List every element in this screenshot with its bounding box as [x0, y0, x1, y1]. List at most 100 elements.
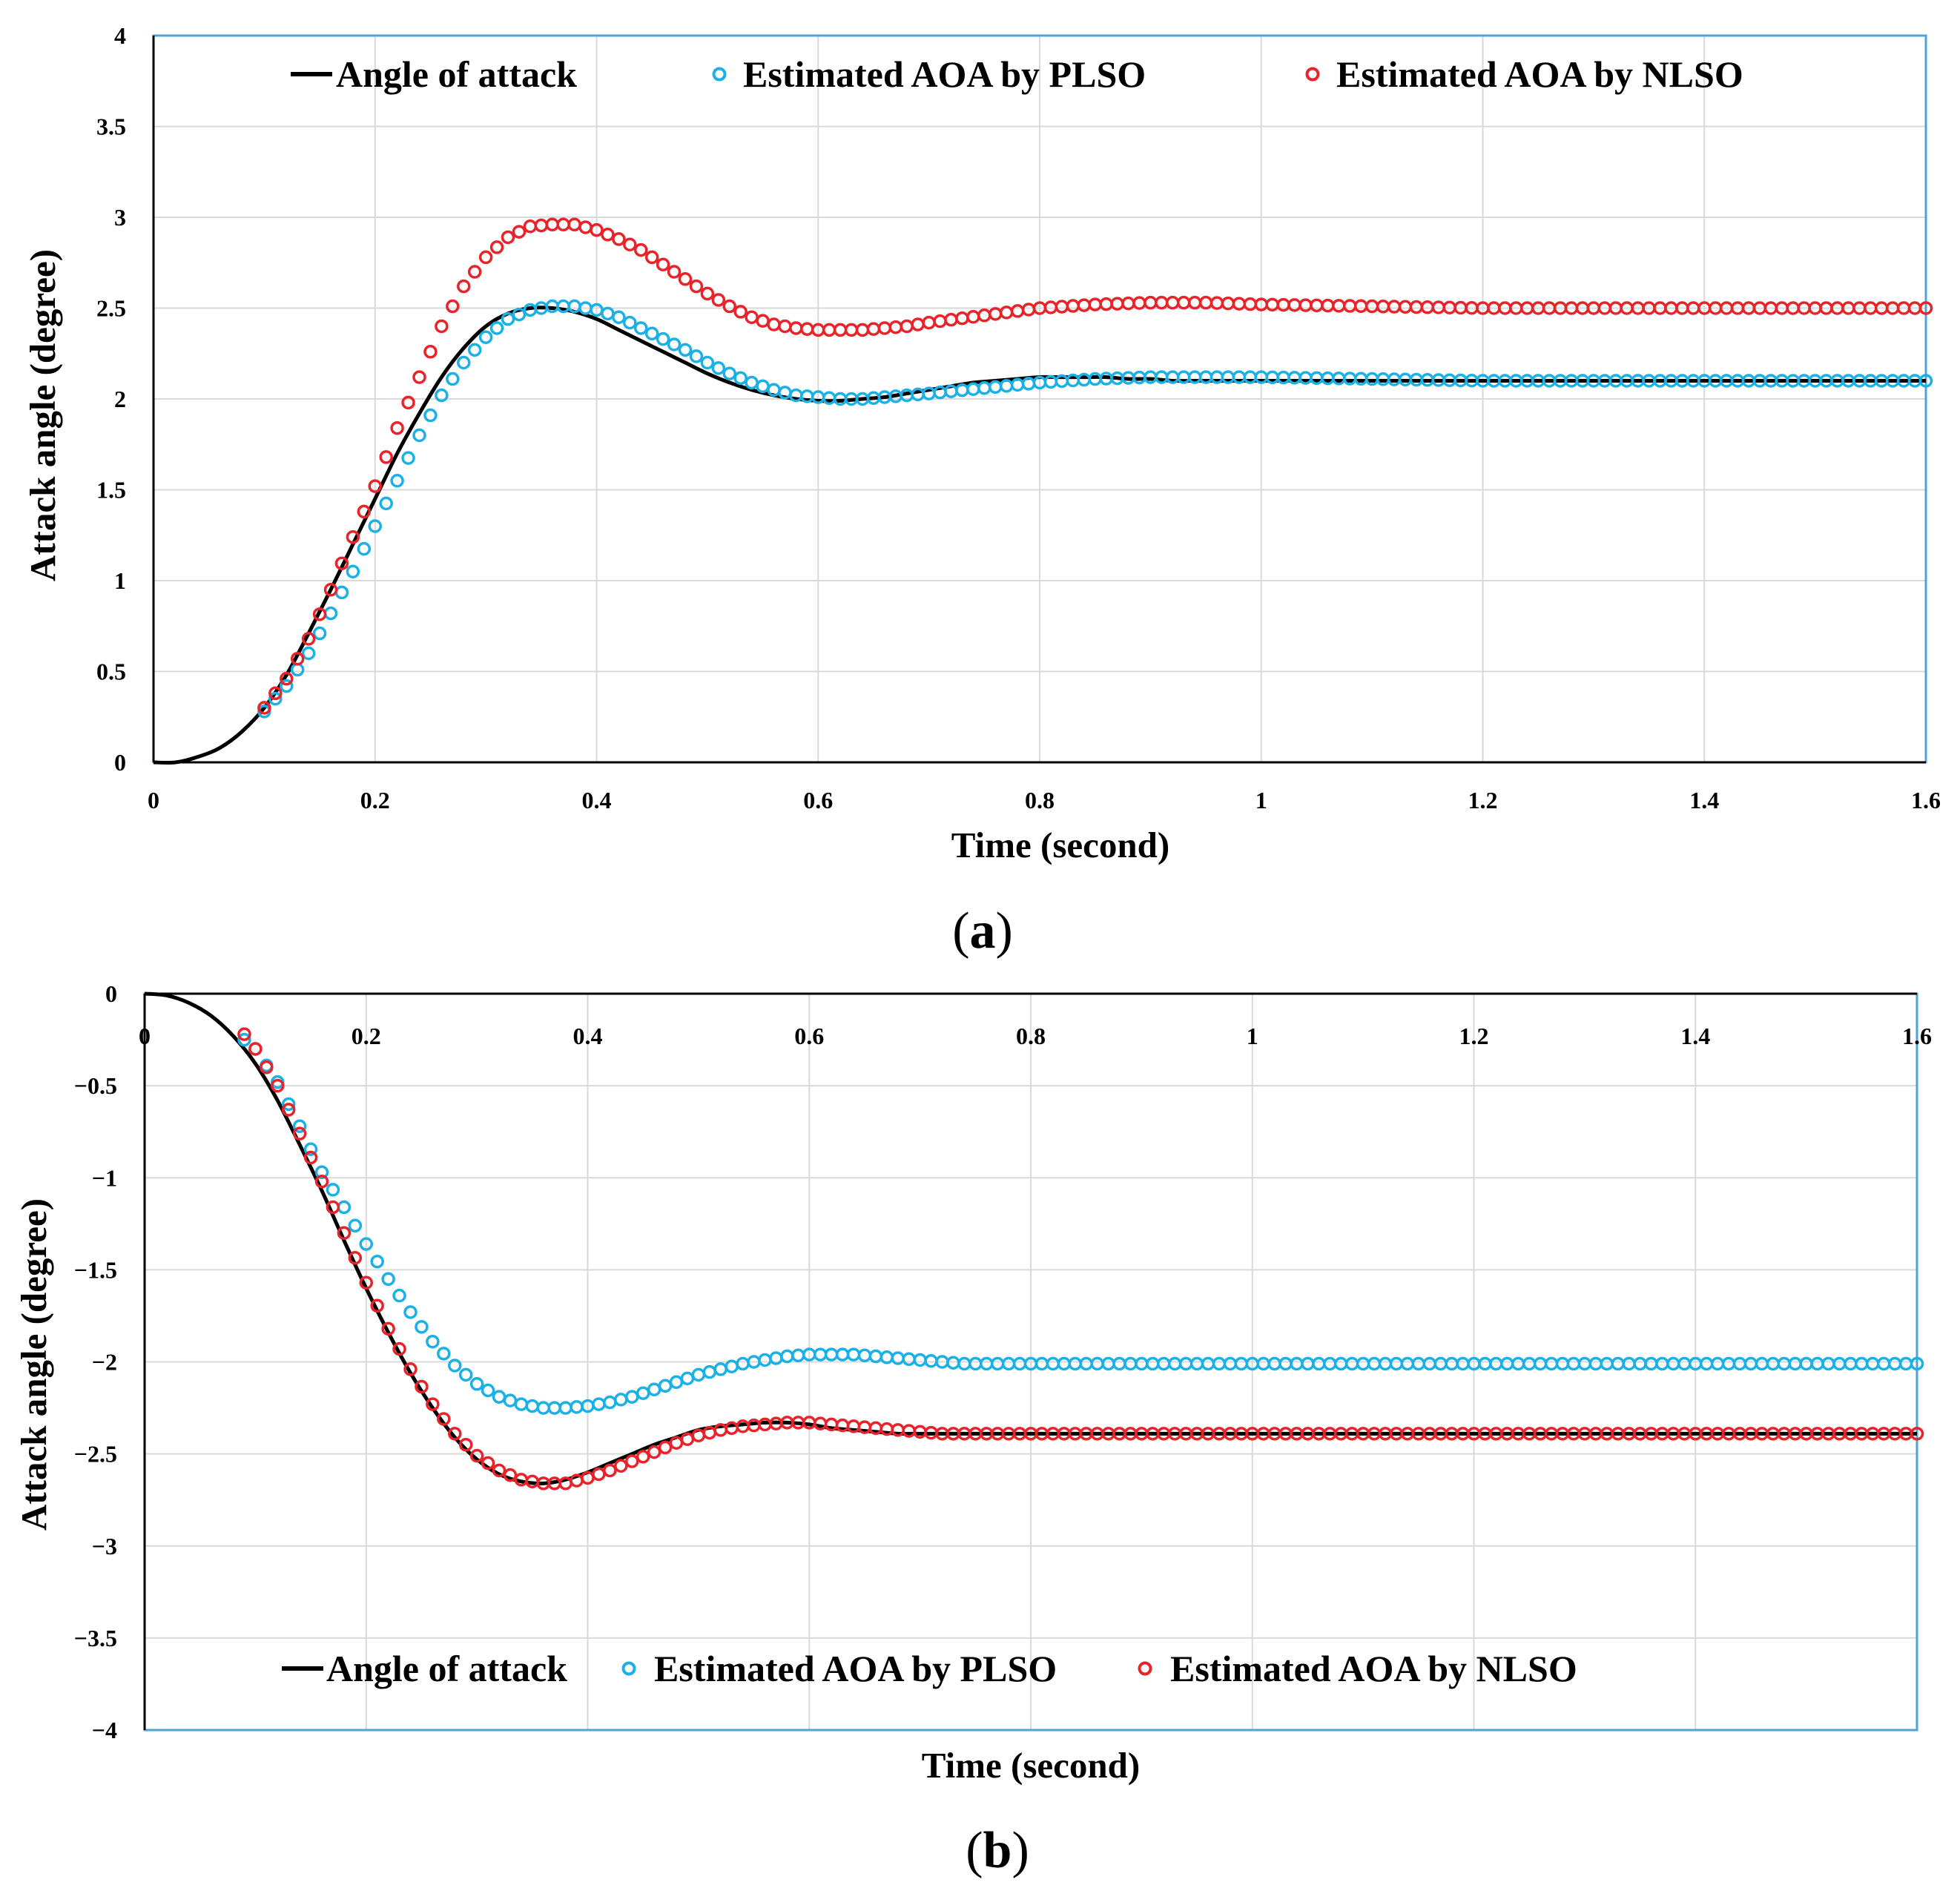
data-point	[237, 1032, 251, 1047]
data-point	[248, 1042, 263, 1056]
data-point	[1732, 1356, 1747, 1371]
data-point	[722, 366, 736, 380]
data-point	[969, 1356, 983, 1371]
data-point	[570, 1400, 584, 1414]
data-point	[379, 496, 393, 511]
data-point	[689, 349, 704, 363]
data-point	[603, 1463, 617, 1478]
y-tick-label: −4	[92, 1717, 117, 1743]
data-point	[457, 279, 471, 294]
data-point	[469, 1377, 484, 1391]
data-point	[558, 1401, 573, 1415]
data-point	[1376, 300, 1390, 314]
data-point	[700, 286, 715, 301]
data-point	[1010, 304, 1025, 318]
chart-a: 0 0.2 0.4 0.6 0.8 1 1.2 1.4 1.6 0 0.5 1 1.5 2 2.5 3 3.5…	[22, 22, 1941, 960]
data-point	[636, 1386, 650, 1400]
data-point	[625, 1454, 639, 1468]
data-point	[467, 343, 482, 357]
y-tick-label: −0.5	[74, 1072, 117, 1099]
data-point	[999, 379, 1014, 393]
data-point	[711, 293, 726, 307]
data-point	[601, 228, 615, 242]
data-point	[1644, 1356, 1658, 1371]
data-point	[370, 1254, 384, 1269]
data-point	[888, 320, 903, 334]
data-point	[824, 1347, 839, 1361]
data-point	[280, 672, 294, 686]
data-point	[857, 1348, 872, 1363]
data-point	[1600, 1356, 1614, 1371]
data-point	[791, 1348, 805, 1363]
data-point	[426, 1334, 440, 1349]
data-point	[1566, 1356, 1581, 1371]
data-point	[1090, 1356, 1104, 1371]
x-tick-label: 1.4	[1689, 787, 1719, 813]
data-point	[1323, 1356, 1337, 1371]
data-point	[658, 1379, 673, 1393]
data-point	[656, 331, 670, 346]
data-point	[1356, 1356, 1370, 1371]
data-point	[1777, 1356, 1791, 1371]
data-point	[1123, 1356, 1138, 1371]
data-point	[601, 306, 615, 321]
data-point	[357, 504, 372, 519]
data-point	[1766, 1356, 1781, 1371]
data-point	[955, 311, 969, 326]
data-point	[966, 382, 980, 397]
chart-a-series	[153, 217, 1933, 765]
data-point	[955, 383, 969, 397]
data-point	[381, 1321, 395, 1336]
data-point	[437, 1412, 451, 1426]
data-point	[426, 1397, 440, 1411]
data-point	[467, 265, 482, 279]
data-point	[922, 315, 936, 330]
data-point	[1655, 1356, 1669, 1371]
data-point	[1387, 300, 1402, 314]
data-point	[1088, 372, 1102, 386]
data-point	[1555, 1356, 1570, 1371]
data-point	[767, 317, 781, 331]
data-point	[933, 314, 947, 329]
data-point	[913, 1353, 927, 1367]
data-point	[268, 686, 283, 701]
data-point	[1155, 295, 1169, 310]
data-point	[401, 451, 415, 465]
data-point	[525, 1399, 540, 1413]
data-point	[866, 322, 881, 336]
x-tick-label: 0.8	[1016, 1023, 1046, 1049]
data-point	[1910, 1356, 1924, 1371]
legend-a-label-angle-of-attack: Angle of attack	[336, 53, 577, 95]
y-tick-label: 3.5	[96, 113, 126, 140]
chart-b-y-ticks: 0 −0.5 −1 −1.5 −2 −2.5 −3 −3.5 −4	[74, 980, 117, 1743]
data-point	[634, 242, 648, 257]
data-point	[271, 1078, 285, 1093]
legend-b-label-nlso: Estimated AOA by NLSO	[1170, 1648, 1577, 1689]
data-point	[689, 279, 704, 294]
data-point	[290, 662, 305, 677]
data-point	[1799, 1356, 1813, 1371]
data-point	[1210, 296, 1224, 310]
data-point	[379, 450, 393, 464]
data-point	[1710, 1356, 1725, 1371]
data-point	[1400, 1356, 1415, 1371]
data-point	[326, 1200, 340, 1215]
data-point	[1500, 1356, 1514, 1371]
chart-b-series	[144, 991, 1924, 1491]
data-point	[1077, 298, 1091, 312]
x-tick-label: 1	[1247, 1023, 1258, 1049]
data-point	[989, 307, 1003, 321]
data-point	[348, 1250, 363, 1265]
legend-b-label-angle-of-attack: Angle of attack	[326, 1648, 567, 1689]
chart-b-x-ticks: 0 0.2 0.4 0.6 0.8 1 1.2 1.4 1.6	[139, 1023, 1932, 1049]
data-point	[370, 1298, 384, 1313]
data-point	[1010, 377, 1025, 392]
data-point	[990, 1356, 1005, 1371]
data-point	[1132, 296, 1146, 310]
data-point	[680, 1371, 695, 1386]
data-point	[301, 646, 316, 661]
data-point	[458, 1437, 473, 1452]
data-point	[745, 310, 759, 324]
data-point	[614, 1393, 628, 1407]
data-point	[314, 1174, 329, 1189]
